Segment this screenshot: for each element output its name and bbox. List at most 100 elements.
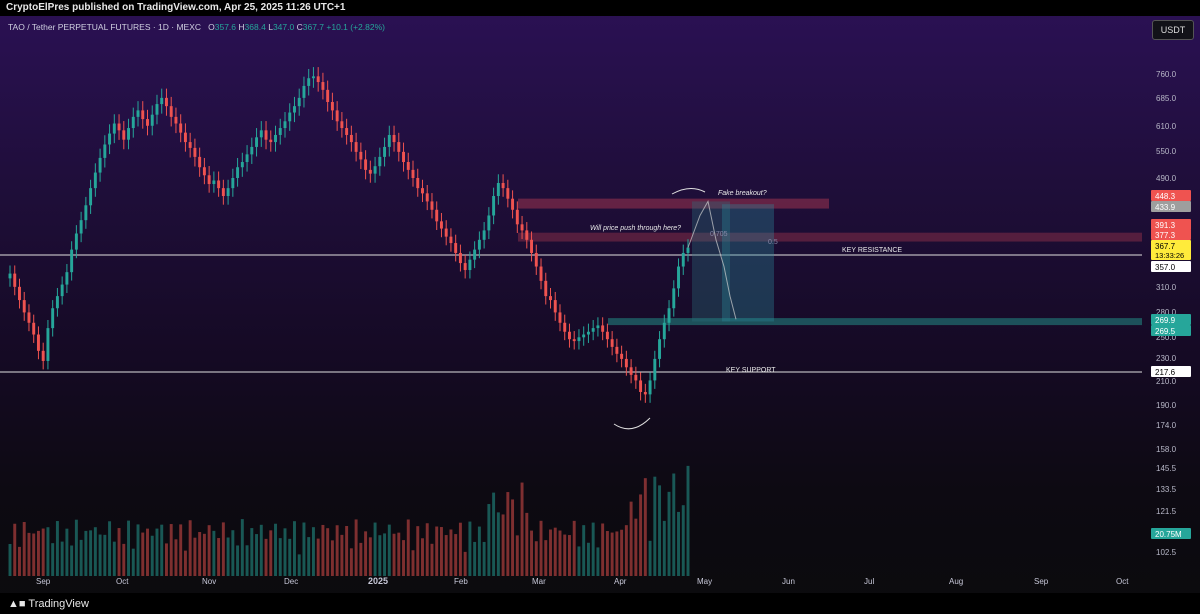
price-label-text: 391.3	[1155, 221, 1176, 230]
candle-body	[530, 239, 534, 253]
volume-bar	[84, 530, 88, 576]
time-tick: Mar	[532, 577, 546, 586]
price-label-bg	[1151, 366, 1191, 377]
chart-canvas[interactable]: Fake breakout? Will price push through he…	[0, 16, 1200, 593]
volume-bar	[188, 520, 192, 576]
candle-body	[544, 280, 548, 297]
candle-body	[127, 128, 131, 140]
volume-bar	[288, 538, 292, 576]
currency-button[interactable]: USDT	[1152, 20, 1194, 40]
volume-bar	[174, 539, 178, 576]
candle-body	[681, 252, 685, 267]
candle-body	[349, 134, 353, 143]
volume-bar	[108, 521, 112, 576]
candle-body	[662, 322, 666, 340]
close-label: C	[296, 22, 303, 32]
volume-bar	[629, 501, 633, 576]
candle-body	[444, 228, 448, 237]
candle-body	[155, 104, 159, 115]
time-tick: Apr	[614, 577, 627, 586]
candle-body	[615, 346, 619, 354]
footer-bar: ▲■ TradingView	[0, 593, 1200, 614]
volume-bar	[65, 528, 69, 576]
candle-body	[549, 296, 552, 301]
volume-bar	[141, 532, 145, 576]
price-tick: 174.0	[1156, 421, 1177, 430]
price-label-text: 269.9	[1155, 316, 1176, 325]
volume-bar	[639, 494, 643, 576]
bottom-arrow	[613, 417, 651, 430]
candle-body	[259, 130, 263, 138]
candle-body	[610, 339, 614, 347]
volume-bar	[439, 527, 443, 576]
price-tick: 610.0	[1156, 122, 1177, 131]
volume-bar	[473, 541, 477, 576]
volume-bar	[605, 531, 609, 576]
candle-body	[212, 180, 216, 185]
price-label-bg	[1151, 190, 1191, 201]
candle-body	[572, 339, 576, 342]
volume-bar	[596, 547, 600, 576]
candle-body	[93, 172, 97, 189]
candle-body	[463, 263, 467, 271]
volume-bar	[330, 540, 334, 576]
volume-bar	[615, 531, 619, 576]
volume-bar	[662, 520, 666, 576]
candle-body	[264, 130, 268, 140]
volume-bar	[240, 519, 244, 576]
candle-body	[202, 167, 206, 176]
candle-body	[364, 159, 368, 170]
tradingview-logo: ▲■ TradingView	[8, 598, 89, 610]
volume-bar	[179, 524, 183, 576]
volume-bar	[169, 524, 173, 576]
volume-bar	[544, 540, 548, 576]
time-tick: Jun	[782, 577, 795, 586]
volume-bar	[302, 522, 306, 576]
candle-body	[387, 134, 391, 147]
volume-bar	[672, 473, 676, 576]
volume-bar	[311, 527, 315, 576]
fake-breakout-label: Fake breakout?	[718, 190, 767, 197]
candle-body	[231, 178, 235, 189]
volume-bar	[221, 522, 225, 576]
price-tick: 230.0	[1156, 354, 1177, 363]
volume-bar	[634, 518, 638, 576]
fib-05-label: 0.5	[768, 239, 778, 246]
volume-bar	[558, 530, 562, 576]
time-tick: 2025	[368, 576, 388, 586]
price-label-bg	[1151, 229, 1191, 240]
high-value: 368.4	[244, 22, 266, 32]
candle-body	[482, 230, 486, 240]
candle-body	[79, 220, 83, 234]
time-axis: Sep Oct Nov Dec 2025 Feb Mar Apr May Jun Jul Aug Sep…	[36, 576, 1129, 586]
candle-body	[539, 266, 543, 281]
candle-body	[136, 110, 140, 117]
price-label-bg	[1151, 201, 1191, 212]
volume-bar	[582, 525, 586, 576]
support-band-zone	[608, 318, 1142, 326]
volume-bar	[321, 524, 325, 576]
candle-body	[345, 128, 349, 135]
price-tick: 490.0	[1156, 174, 1177, 183]
volume-bar	[22, 522, 26, 576]
candle-body	[18, 286, 21, 301]
volume-bar	[112, 541, 116, 576]
time-tick: Dec	[284, 577, 298, 586]
candle-body	[146, 119, 149, 126]
volume-bar	[477, 526, 481, 576]
price-label-text: 433.9	[1155, 203, 1176, 212]
candle-body	[567, 331, 571, 340]
candle-body	[435, 209, 439, 222]
volume-bar	[520, 482, 524, 576]
position-box-right	[722, 204, 774, 322]
low-label: L	[268, 22, 273, 32]
candle-body	[378, 156, 382, 167]
candle-body	[46, 328, 50, 361]
candle-body	[250, 146, 254, 155]
candle-body	[677, 266, 680, 289]
price-label-text: 20.75M	[1155, 530, 1182, 539]
candle-body	[449, 236, 453, 244]
volume-bar	[421, 538, 424, 576]
candle-body	[515, 209, 519, 225]
